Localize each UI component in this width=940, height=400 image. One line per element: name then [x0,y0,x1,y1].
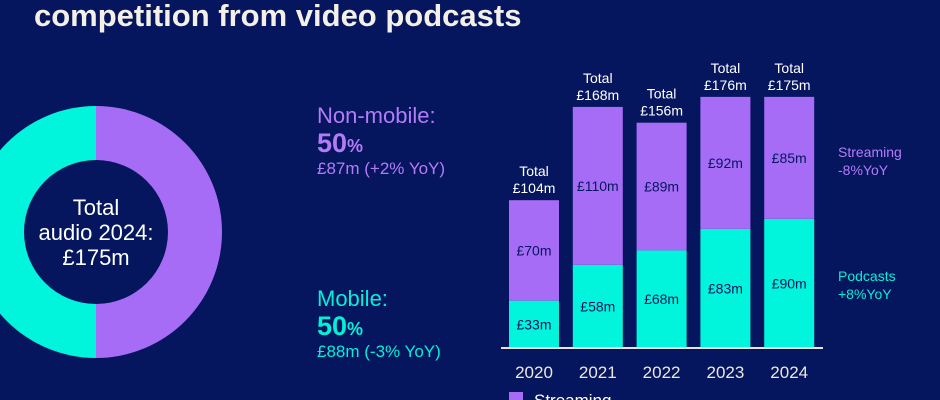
x-tick-label: 2020 [515,363,553,382]
total-label: £168m [576,87,619,103]
total-label: Total [583,70,613,86]
total-label: £104m [513,180,556,196]
pct-sign: % [347,319,364,339]
bar-value-label: £92m [708,155,743,171]
callout-detail: £87m (+2% YoY) [317,159,446,178]
center-line: audio 2024: [38,220,154,245]
annotation-line: +8%YoY [838,286,892,302]
bar-podcasts-2024 [764,218,815,348]
callout-detail: £88m (-3% YoY) [317,342,441,361]
bar-value-label: £70m [516,242,551,258]
bar-streaming-2024 [764,96,815,219]
callout-pct: 50 [317,128,348,158]
mobile-callout: Mobile: 50% £88m (-3% YoY) [317,287,441,362]
x-tick-label: 2021 [579,363,617,382]
bar-value-label: £110m [577,178,619,194]
annotation-line: Streaming [838,144,902,160]
bar-value-label: £85m [772,150,807,166]
bar-podcasts-2023 [700,228,751,348]
center-line: Total [72,195,120,220]
bar-streaming-2020 [509,200,559,301]
donut-segment-mobile [0,106,96,358]
donut-segment-non-mobile [96,106,222,358]
podcasts-annotation: Podcasts +8%YoY [838,267,896,303]
x-tick-label: 2022 [643,363,681,382]
callout-label: Mobile: [317,286,388,311]
bar-podcasts-2022 [636,250,687,348]
bar-value-label: £68m [644,291,679,307]
bar-value-label: £83m [708,280,743,296]
bar-streaming-2022 [636,122,687,251]
legend-swatch-streaming [509,392,523,400]
bar-value-label: £89m [644,179,679,195]
callout-pct: 50 [317,311,348,341]
x-tick-label: 2024 [770,363,808,382]
pct-sign: % [347,136,364,156]
x-tick-label: 2023 [706,363,744,382]
center-line: £175m [62,245,130,270]
streaming-annotation: Streaming -8%YoY [838,143,902,179]
bar-podcasts-2021 [572,264,623,348]
donut-center-label: Total audio 2024: £175m [26,195,166,270]
total-label: £175m [768,77,811,93]
total-label: Total [711,60,741,76]
callout-label: Non-mobile: [317,103,436,128]
total-label: Total [519,163,549,179]
legend-label-streaming: Streaming [534,391,611,400]
total-label: Total [647,86,677,102]
chart-title: competition from video podcasts [34,0,522,33]
non-mobile-callout: Non-mobile: 50% £87m (+2% YoY) [317,104,445,179]
bar-streaming-2023 [700,96,751,229]
bar-streaming-2021 [572,106,623,265]
bar-value-label: £90m [772,275,807,291]
total-label: £156m [640,103,683,119]
annotation-line: -8%YoY [838,162,889,178]
bar-value-label: £58m [580,298,615,314]
total-label: £176m [704,77,747,93]
annotation-line: Podcasts [838,268,896,284]
bar-value-label: £33m [516,316,551,332]
total-label: Total [774,60,804,76]
bar-podcasts-2020 [509,300,559,348]
